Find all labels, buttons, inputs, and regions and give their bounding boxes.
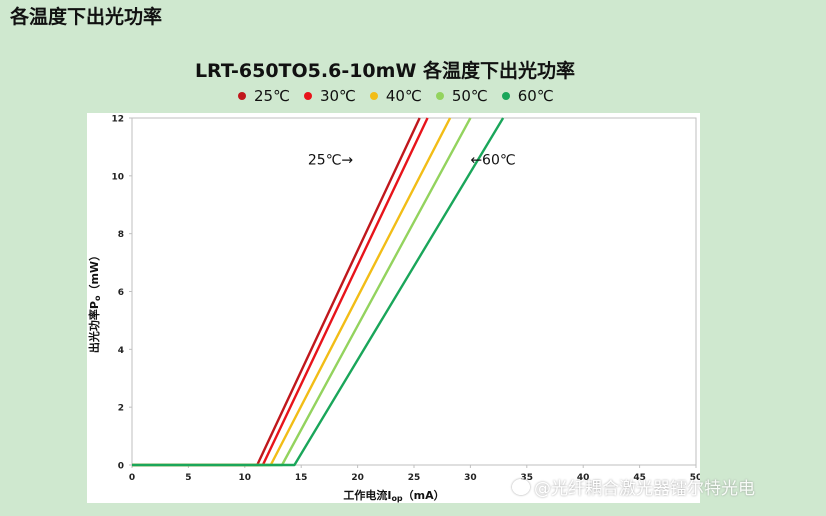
x-tick-label: 20 xyxy=(351,473,364,483)
legend-item: 25℃ xyxy=(238,87,290,105)
x-tick-label: 50 xyxy=(690,473,700,483)
y-tick-label: 12 xyxy=(111,115,124,125)
series-line xyxy=(132,117,429,467)
legend-label: 30℃ xyxy=(319,87,356,105)
x-tick-label: 40 xyxy=(577,473,590,483)
page-title: 各温度下出光功率 xyxy=(10,6,163,28)
x-tick-label: 15 xyxy=(295,473,308,483)
y-axis-label: 出光功率Po（mW） xyxy=(87,250,102,353)
y-tick-label: 0 xyxy=(118,462,124,472)
series-line xyxy=(132,117,472,467)
watermark-icon xyxy=(512,478,530,495)
x-axis-label: 工作电流Iop（mA） xyxy=(343,488,444,503)
x-tick-label: 35 xyxy=(521,473,534,483)
y-tick-label: 8 xyxy=(118,230,124,240)
legend-dot-icon xyxy=(303,92,312,100)
legend-dot-icon xyxy=(369,92,378,100)
legend-dot-icon xyxy=(435,92,444,100)
x-tick-label: 45 xyxy=(633,473,646,483)
y-tick-label: 2 xyxy=(118,404,124,414)
plot-frame xyxy=(131,117,697,466)
legend-item: 40℃ xyxy=(369,87,422,105)
y-tick-label: 10 xyxy=(111,172,124,182)
x-tick-label: 25 xyxy=(408,473,421,483)
legend-item: 30℃ xyxy=(303,87,356,105)
y-tick-label: 6 xyxy=(118,288,124,298)
legend: 25℃ 30℃ 40℃ 50℃ 60℃ xyxy=(238,86,554,106)
annotation-label: ←60℃ xyxy=(470,152,515,168)
legend-label: 50℃ xyxy=(451,87,488,105)
y-tick-label: 4 xyxy=(118,346,124,356)
legend-label: 40℃ xyxy=(385,87,422,105)
watermark-text: @光纤耦合激光器镭尔特光电 xyxy=(534,479,755,499)
chart-title: LRT-650TO5.6-10mW 各温度下出光功率 xyxy=(194,60,576,82)
watermark: @光纤耦合激光器镭尔特光电 xyxy=(512,474,755,499)
legend-item: 60℃ xyxy=(501,87,554,105)
annotation-label: 25℃→ xyxy=(308,152,354,168)
legend-dot-icon xyxy=(238,92,246,100)
legend-label: 25℃ xyxy=(254,87,290,105)
legend-dot-icon xyxy=(501,92,510,100)
legend-item: 50℃ xyxy=(435,87,488,105)
x-tick-label: 30 xyxy=(464,473,477,483)
x-tick-label: 10 xyxy=(239,473,252,483)
x-tick-label: 5 xyxy=(185,473,191,483)
chart-svg: 0 2 4 6 8 10 12 0 5 10 15 20 25 30 35 40 45 50 25℃→ ←60℃ 工作电… xyxy=(87,115,700,504)
legend-label: 60℃ xyxy=(517,87,554,105)
x-tick-label: 0 xyxy=(129,473,135,483)
plot-panel: 0 2 4 6 8 10 12 0 5 10 15 20 25 30 35 40 45 50 25℃→ ←60℃ 工作电… xyxy=(87,113,700,503)
series-line xyxy=(132,117,505,467)
